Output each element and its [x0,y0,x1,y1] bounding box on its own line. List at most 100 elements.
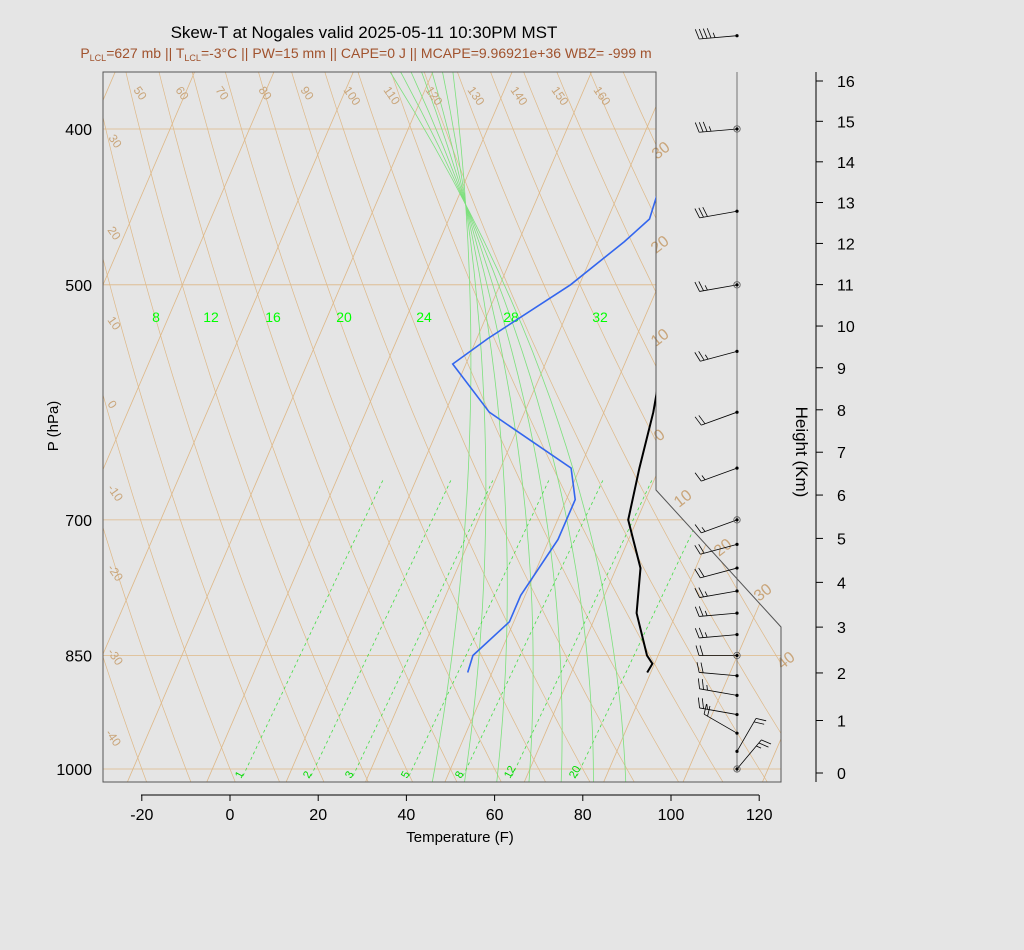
wind-barb-shaft [736,718,757,752]
wind-barb-shaft [736,739,762,770]
wind-barb-feather [698,567,705,578]
moist-adiabat-line [180,72,594,782]
wind-barb-feather [694,416,702,426]
wind-barb-feather [702,121,708,132]
wind-barb-feather [761,739,772,745]
wind-barb-shaft [699,707,738,715]
wind-barb-feather [755,718,767,722]
dry-adiabat-line [221,72,781,782]
height-tick-label: 3 [837,620,846,637]
temperature-axis: -20 0 20 40 60 80 100 120 [130,794,773,824]
dry-adiabat-label: 50 [131,84,150,103]
isotherm-label-right: 40 [774,649,799,673]
isotherm-label-right: 0 [651,426,669,445]
mixing-ratio-label: 2 [301,769,314,780]
wind-barb-feather [694,524,702,534]
wind-barb-half [712,32,716,38]
pseudoadiabat-label: 16 [265,309,281,325]
pressure-tick-label: 500 [65,278,92,295]
mixing-ratio-line [462,479,604,777]
pressure-axis: 1001502002503004005007008501000 [56,122,92,779]
wind-barb-feather [694,472,702,482]
wind-barb-feather [695,645,700,656]
pressure-tick-label: 400 [65,122,92,139]
wind-barb-feather [694,545,701,555]
wind-barb-shaft [703,713,738,734]
wind-barb-dot [735,209,739,213]
dry-adiabat-line [103,72,245,782]
wind-barb-dot [735,349,739,354]
isotherm-label: -10 [105,482,127,505]
chart-title: Skew-T at Nogales valid 2025-05-11 10:30… [171,23,558,42]
dewpoint-line [451,195,656,673]
isotherm-line [276,72,781,782]
wind-barb-feather [699,645,704,656]
pseudoadiabat-label: 32 [592,309,608,325]
wind-barb-half [704,610,708,616]
isotherm-line [514,72,781,782]
dry-adiabat-label: 100 [341,84,364,109]
dry-adiabat-line [267,72,781,782]
wind-barb-feather [694,281,700,292]
x-tick-label: 120 [746,807,773,824]
moist-adiabat-line [387,72,472,782]
wind-barb-feather [706,28,712,39]
x-tick-label: 100 [658,807,685,824]
wind-barb-feather [694,208,700,219]
wind-barb-dot [735,767,739,771]
isotherm-line [435,72,781,782]
height-tick-label: 0 [837,766,846,783]
isotherm-label: -20 [105,562,127,585]
wind-barb-half [701,527,706,532]
wind-barb-feather [694,606,700,617]
x-tick-label: 80 [574,807,592,824]
wind-barb-shaft [699,35,738,40]
pseudoadiabat-label: 24 [416,309,432,325]
mixing-ratio-line [310,479,452,777]
wind-barb-half [708,126,712,132]
moist-adiabat-line [304,72,508,782]
wind-barb-feather [707,705,711,717]
height-axis-label: Height (Km) [792,407,811,498]
wind-barb-dot [735,712,739,717]
dry-adiabat-line [103,72,424,782]
x-tick-label: 20 [309,807,327,824]
wind-barb-dot [735,518,739,522]
wind-barb-feather [697,697,700,708]
height-tick-label: 16 [837,74,855,91]
wind-barb [694,587,739,598]
height-tick-label: 6 [837,488,846,505]
height-tick-label: 4 [837,575,846,592]
isotherm-label-right: 10 [671,487,696,511]
isotherm-line [117,72,781,782]
wind-barb-feather [694,122,700,133]
level-marker [733,516,741,524]
isotherm-label: 20 [105,224,124,243]
pseudoadiabat-label: 12 [203,309,219,325]
wind-barb-dot [735,674,739,678]
isotherm-label-right: 10 [648,326,673,350]
wind-barb-shaft [701,411,738,426]
dry-adiabat-line [128,72,602,782]
mixing-ratio-label: 8 [453,769,466,780]
wind-barb [694,349,739,362]
wind-barb-dot [735,466,739,470]
height-tick-label: 13 [837,196,855,213]
dry-adiabat-line [103,72,468,782]
wind-barb [694,466,739,482]
wind-barb-shaft [699,688,738,696]
wind-barb-dot [735,410,739,414]
dry-adiabat-line [103,72,155,782]
dry-adiabat-label: 80 [256,84,275,103]
sounding-lines [451,195,656,674]
wind-barb-feather [694,352,701,362]
dry-adiabat-label: 150 [549,84,572,109]
mixing-ratio-label: 1 [233,769,246,780]
level-marker [733,281,741,289]
pressure-tick-label: 700 [65,513,92,530]
wind-barb [695,645,739,658]
wind-barb-feather [694,29,700,40]
height-tick-label: 14 [837,155,855,172]
isotherm-line [356,72,781,782]
